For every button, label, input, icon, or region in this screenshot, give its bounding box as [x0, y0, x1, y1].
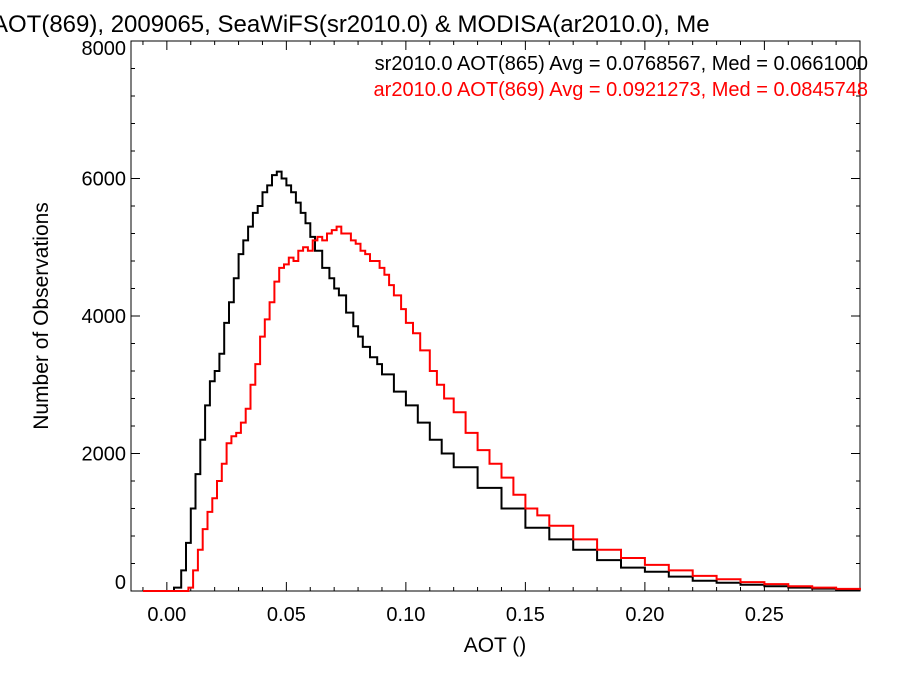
y-axis-label: Number of Observations	[30, 202, 53, 430]
x-axis: 0.00 0.05 0.10 0.15 0.20 0.25	[142, 41, 837, 626]
series-layer	[143, 170, 861, 592]
chart-title: AOT(869), 2009065, SeaWiFS(sr2010.0) & M…	[0, 11, 710, 38]
y-axis: 0 2000 4000 6000 8000	[82, 38, 860, 594]
x-tick-label: 0.05	[267, 604, 306, 626]
y-tick-label: 2000	[82, 444, 127, 466]
y-tick-label: 8000	[82, 38, 127, 60]
legend-entry-sr2010: sr2010.0 AOT(865) Avg = 0.0768567, Med =…	[375, 53, 868, 75]
plot-frame	[130, 40, 861, 592]
x-tick-label: 0.15	[506, 604, 545, 626]
series-line-ar2010	[143, 225, 861, 592]
x-tick-label: 0.00	[147, 604, 186, 626]
legend-entry-ar2010: ar2010.0 AOT(869) Avg = 0.0921273, Med =…	[374, 79, 868, 101]
y-tick-label: 0	[115, 572, 126, 594]
x-tick-label: 0.10	[386, 604, 425, 626]
x-axis-label: AOT ()	[464, 634, 527, 657]
y-tick-label: 6000	[82, 169, 127, 191]
x-tick-label: 0.25	[745, 604, 784, 626]
series-line-sr2010	[143, 170, 861, 592]
y-tick-label: 4000	[82, 306, 127, 328]
x-tick-label: 0.20	[625, 604, 664, 626]
